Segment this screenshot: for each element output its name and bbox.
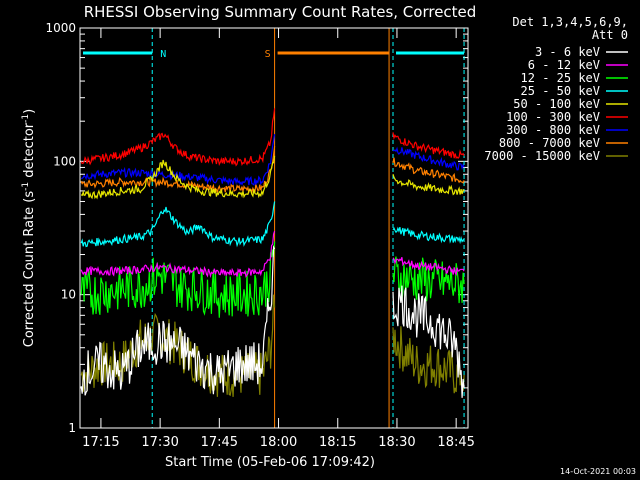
series-line <box>80 155 276 200</box>
plot-frame <box>79 27 469 429</box>
y-tick-label: 1 <box>68 421 76 435</box>
legend-label: 6 - 12 keV <box>528 58 600 72</box>
y-axis-label-sup1: -1 <box>21 182 31 191</box>
legend-label: 300 - 800 keV <box>506 123 600 137</box>
x-tick-label: 17:30 <box>141 435 178 450</box>
series-line <box>80 230 276 279</box>
legend-label: 800 - 7000 keV <box>499 136 600 150</box>
legend-label: 7000 - 15000 keV <box>484 149 600 163</box>
x-tick-label: 17:15 <box>82 435 119 450</box>
x-tick-label: 18:45 <box>437 435 474 450</box>
series-line <box>392 285 465 398</box>
x-tick-labels: 17:15 17:30 17:45 18:00 18:15 18:30 18:45 <box>82 435 475 450</box>
series-line <box>80 241 276 318</box>
legend-attenuator: Att 0 <box>592 28 628 42</box>
x-tick-label: 17:45 <box>201 435 238 450</box>
legend-label: 12 - 25 keV <box>521 71 600 85</box>
chart-title: RHESSI Observing Summary Count Rates, Co… <box>84 3 477 21</box>
x-tick-label: 18:15 <box>319 435 356 450</box>
legend-label: 3 - 6 keV <box>535 45 600 59</box>
series-line <box>80 294 276 397</box>
y-tick-label: 1000 <box>45 21 76 35</box>
series-line <box>392 157 465 184</box>
series-line <box>392 326 465 394</box>
y-axis-label-end: ) <box>22 109 37 114</box>
series-line <box>80 108 276 167</box>
y-tick-label: 10 <box>61 288 76 302</box>
y-axis-label-mid: detector <box>22 122 37 182</box>
series-line <box>80 146 276 195</box>
x-tick-label: 18:00 <box>260 435 297 450</box>
series-line <box>392 146 465 171</box>
y-tick-labels: 1 10 100 1000 <box>45 21 76 435</box>
legend-label: 50 - 100 keV <box>513 97 600 111</box>
series-line <box>392 174 465 196</box>
series-line <box>80 245 276 396</box>
y-tick-label: 100 <box>53 154 76 168</box>
x-axis-label: Start Time (05-Feb-06 17:09:42) <box>165 455 375 470</box>
series-line <box>80 201 276 248</box>
footer-date: 14-Oct-2021 00:03 <box>560 467 636 476</box>
legend-detectors: Det 1,3,4,5,6,9, <box>512 15 628 29</box>
y-axis-label-sup2: -1 <box>21 114 31 123</box>
y-axis-label: Corrected Count Rate (s-1 detector-1) <box>21 109 37 347</box>
series-line <box>392 132 465 160</box>
series-line <box>392 226 465 245</box>
annotation-label: N <box>160 49 166 60</box>
legend-label: 25 - 50 keV <box>521 84 600 98</box>
series-line <box>392 257 465 276</box>
x-tick-label: 18:30 <box>378 435 415 450</box>
y-axis-label-main: Corrected Count Rate (s <box>22 191 37 348</box>
annotation-label: S <box>265 49 271 60</box>
legend-label: 100 - 300 keV <box>506 110 600 124</box>
